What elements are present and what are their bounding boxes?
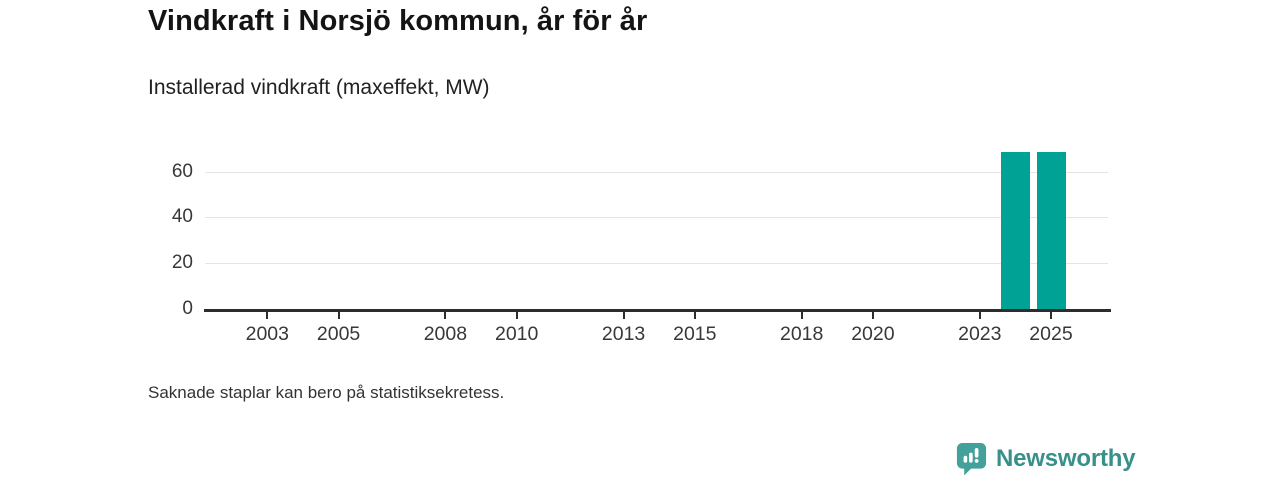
x-tick-2008 [444, 312, 447, 319]
x-axis-line [204, 309, 1111, 312]
x-tick-label-2010: 2010 [494, 323, 539, 345]
bar-2024 [1000, 152, 1030, 309]
x-tick-label-2023: 2023 [958, 323, 1002, 345]
x-tick-label-2015: 2015 [673, 323, 717, 345]
x-tick-label-2005: 2005 [316, 323, 361, 345]
x-tick-label-2003: 2003 [245, 323, 289, 345]
x-tick-2005 [337, 312, 340, 319]
bar-2025 [1036, 152, 1066, 309]
newsworthy-logo: Newsworthy [956, 442, 1136, 476]
y-tick-label-60: 60 [171, 160, 193, 182]
x-tick-2003 [266, 312, 269, 319]
x-tick-2013 [622, 312, 625, 319]
gridline-40 [205, 217, 1108, 219]
y-tick-label-0: 0 [182, 298, 193, 319]
x-tick-label-2008: 2008 [423, 323, 468, 345]
x-tick-2015 [693, 312, 696, 319]
x-tick-label-2020: 2020 [851, 323, 895, 345]
footnote: Saknade staplar kan bero på statistiksek… [148, 383, 505, 402]
gridline-20 [205, 263, 1108, 265]
x-tick-2023 [978, 312, 981, 319]
x-tick-2010 [515, 312, 518, 319]
x-tick-2025 [1050, 312, 1052, 319]
newsworthy-wordmark: Newsworthy [996, 445, 1136, 472]
y-tick-label-40: 40 [171, 206, 193, 228]
y-tick-label-20: 20 [171, 252, 193, 274]
page-title: Vindkraft i Norsjö kommun, år för år [148, 5, 648, 37]
x-tick-label-2025: 2025 [1029, 323, 1073, 345]
x-tick-2020 [871, 312, 874, 319]
x-tick-label-2013: 2013 [601, 323, 646, 345]
x-tick-label-2018: 2018 [779, 323, 824, 345]
chart-subtitle: Installerad vindkraft (maxeffekt, MW) [148, 76, 490, 99]
gridline-60 [205, 171, 1108, 173]
x-tick-2018 [800, 312, 803, 319]
newsworthy-bubble-barchart-icon [956, 443, 987, 476]
